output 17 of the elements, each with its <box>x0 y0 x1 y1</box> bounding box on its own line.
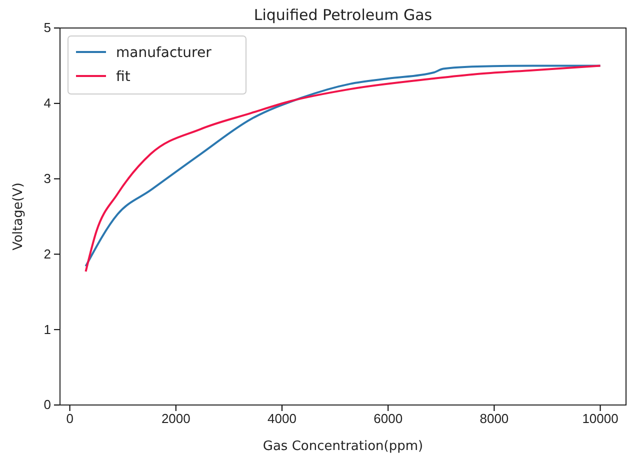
x-tick-label: 6000 <box>374 411 403 426</box>
chart-title: Liquified Petroleum Gas <box>254 6 432 24</box>
x-axis-title: Gas Concentration(ppm) <box>262 439 424 454</box>
x-tick-label: 4000 <box>268 411 296 426</box>
legend-label: manufacturer <box>116 45 212 61</box>
y-tick-label: 2 <box>44 246 51 262</box>
y-tick-label: 3 <box>44 170 51 186</box>
y-tick-label: 1 <box>44 322 51 337</box>
x-tick-label: 10000 <box>582 411 618 426</box>
x-tick-label: 2000 <box>161 411 190 426</box>
y-tick-label: 0 <box>44 397 51 412</box>
legend-label: fit <box>116 69 131 85</box>
x-tick-label: 8000 <box>480 411 509 426</box>
y-axis-title: Voltage(V) <box>11 182 26 250</box>
y-tick-label: 4 <box>44 96 51 111</box>
y-tick-label: 5 <box>44 20 51 36</box>
x-tick-label: 0 <box>66 411 74 426</box>
